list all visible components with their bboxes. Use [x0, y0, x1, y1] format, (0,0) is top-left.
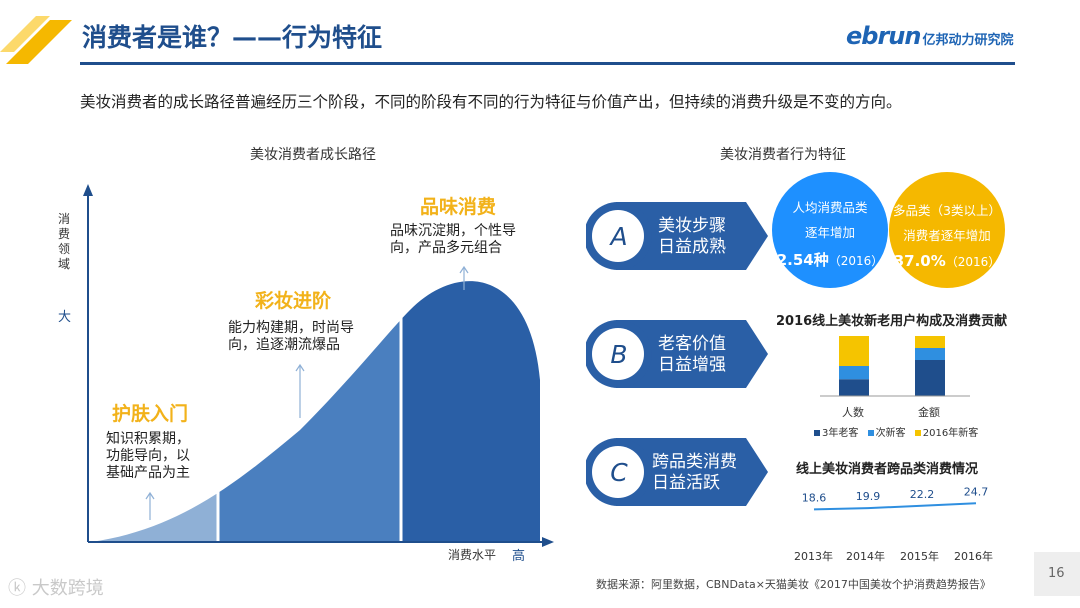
stage-pointers — [145, 265, 469, 520]
watermark-logo-icon: ⓚ — [8, 578, 26, 599]
y-axis-label: 消 费 领 域 — [57, 212, 70, 271]
data-label-4: 24.7 — [964, 485, 989, 498]
page-number: 16 — [1048, 566, 1065, 581]
stage-2-desc: 能力构建期，时尚导 向，追逐潮流爆品 — [228, 320, 354, 353]
bar-1-segment-2 — [839, 366, 869, 380]
brand-word: ebrun — [846, 22, 921, 50]
stat-bubble-1 — [772, 172, 888, 288]
stage-3-desc: 品味沉淀期，个性导 向，产品多元组合 — [390, 223, 516, 256]
title-divider — [80, 62, 1015, 65]
feature-b-shape — [586, 320, 768, 388]
watermark: ⓚ 大数跨境 — [8, 574, 104, 600]
bar-2-segment-1 — [915, 360, 945, 396]
feature-b-letter: B — [610, 340, 628, 369]
stage-3-title: 品味消费 — [420, 196, 497, 218]
bar-legend: 3年老客 次新客 2016年新客 — [808, 424, 978, 439]
y-axis-max: 大 — [58, 310, 72, 325]
x-tick-2016: 2016年 — [954, 550, 993, 563]
legend-item-1: 3年老客 — [822, 428, 859, 439]
x-axis-max: 高 — [512, 549, 526, 564]
line-chart-title: 线上美妆消费者跨品类消费情况 — [796, 462, 979, 477]
data-label-3: 22.2 — [910, 488, 935, 501]
bar-1-segment-3 — [839, 336, 869, 366]
feature-c-shape — [586, 438, 768, 506]
bar-1-segment-1 — [839, 379, 869, 396]
bar-category-2: 金额 — [918, 406, 940, 419]
feature-a-text: 美妆步骤 日益成熟 — [658, 216, 726, 257]
data-label-1: 18.6 — [802, 491, 827, 504]
bar-2-segment-2 — [915, 348, 945, 360]
feature-chevrons — [586, 202, 768, 506]
stat-bubble-2 — [889, 172, 1005, 288]
brand-logo: ebrun 亿邦动力研究院 — [846, 22, 1013, 50]
feature-c-text: 跨品类消费 日益活跃 — [652, 452, 737, 493]
feature-a-letter: A — [610, 222, 628, 251]
growth-path-title: 美妆消费者成长路径 — [250, 147, 376, 163]
legend-item-3: 2016年新客 — [922, 428, 979, 439]
page-subtitle: 美妆消费者的成长路径普遍经历三个阶段，不同的阶段有不同的行为特征与价值产出，但持… — [80, 93, 902, 111]
cross-category-line-chart: 18.6 19.9 22.2 24.7 — [802, 485, 989, 511]
series-line — [813, 502, 977, 511]
x-tick-2014: 2014年 — [846, 550, 885, 563]
stage-2-title: 彩妆进阶 — [255, 290, 332, 312]
data-source: 数据来源：阿里数据，CBNData×天猫美妆《2017中国美妆个护消费趋势报告》 — [596, 578, 991, 591]
stat-bubble-1-text: 人均消费品类 逐年增加 2.54种（2016） — [776, 200, 884, 269]
watermark-text: 大数跨境 — [31, 578, 104, 599]
feature-b-text: 老客价值 日益增强 — [658, 334, 726, 375]
x-tick-2015: 2015年 — [900, 550, 939, 563]
x-tick-2013: 2013年 — [794, 550, 833, 563]
stat-bubbles — [772, 172, 1005, 288]
bar-category-1: 人数 — [842, 406, 864, 419]
x-axis-arrow — [542, 537, 554, 547]
brand-org: 亿邦动力研究院 — [922, 33, 1014, 48]
page-title: 消费者是谁？——行为特征 — [82, 23, 383, 52]
page-number-tab — [1034, 552, 1080, 596]
feature-c-letter: C — [610, 458, 628, 487]
data-label-2: 19.9 — [856, 490, 881, 503]
behavior-title: 美妆消费者行为特征 — [720, 147, 846, 163]
stat-bubble-2-text: 多品类（3类以上） 消费者逐年增加 37.0%（2016） — [893, 203, 1001, 270]
bar-2-segment-3 — [915, 336, 945, 348]
bar-chart-title: 2016线上美妆新老用户构成及消费贡献 — [776, 314, 1008, 329]
growth-path-chart — [83, 184, 554, 547]
stage-1-title: 护肤入门 — [112, 403, 189, 425]
x-axis-label: 消费水平 — [448, 548, 497, 562]
y-axis-arrow — [83, 184, 93, 196]
feature-a-shape — [586, 202, 768, 270]
stacked-bar-chart — [820, 336, 970, 397]
corner-stripes-decoration — [0, 16, 72, 64]
stage-1-desc: 知识积累期， 功能导向，以 基础产品为主 — [106, 431, 190, 481]
legend-item-2: 次新客 — [875, 428, 906, 439]
